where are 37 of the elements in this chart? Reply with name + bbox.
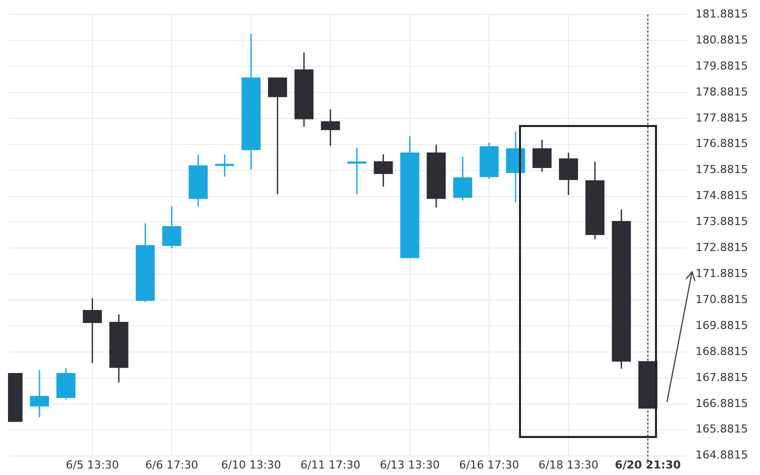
candlestick (215, 154, 234, 178)
x-tick-label: 6/6 17:30 (145, 458, 198, 472)
candlestick (82, 298, 102, 364)
x-tick-label: 6/10 13:30 (221, 458, 282, 472)
y-tick-label: 173.8815 (696, 215, 748, 228)
x-tick-label: 6/16 17:30 (459, 458, 520, 472)
y-tick-label: 180.8815 (696, 33, 748, 46)
candlestick (374, 154, 393, 188)
y-tick-label: 175.8815 (696, 163, 748, 176)
y-tick-label: 164.8815 (696, 448, 748, 462)
y-tick-label: 176.8815 (696, 137, 748, 150)
y-tick-label: 167.8815 (696, 370, 748, 384)
y-tick-label: 172.8815 (696, 241, 748, 254)
candlestick (30, 370, 49, 418)
y-tick-label: 171.8815 (696, 266, 748, 280)
y-tick-label: 170.8815 (696, 292, 748, 306)
y-tick-label: 178.8815 (696, 85, 748, 98)
candlestick (453, 156, 472, 202)
x-tick-label: 6/11 17:30 (300, 458, 360, 472)
y-tick-label: 177.8815 (696, 111, 748, 124)
x-tick-label: 6/18 13:30 (538, 458, 598, 472)
y-tick-label: 174.8815 (696, 189, 748, 202)
x-tick-label: 6/13 13:30 (380, 458, 440, 472)
x-tick-label: 6/5 13:30 (66, 458, 119, 472)
y-tick-label: 166.8815 (696, 396, 748, 410)
y-tick-label: 179.8815 (696, 59, 748, 72)
candlestick (162, 206, 182, 249)
y-tick-label: 165.8815 (696, 422, 748, 436)
candlestick (320, 108, 340, 146)
candlestick (558, 152, 578, 196)
candlestick (532, 139, 552, 172)
y-tick-label: 181.8815 (696, 7, 748, 20)
candlestick (268, 76, 288, 195)
y-tick-label: 169.8815 (696, 318, 748, 332)
x-tick-label: 6/20 21:30 (614, 458, 682, 472)
candlestick (347, 147, 366, 195)
y-tick-label: 168.8815 (696, 344, 748, 358)
